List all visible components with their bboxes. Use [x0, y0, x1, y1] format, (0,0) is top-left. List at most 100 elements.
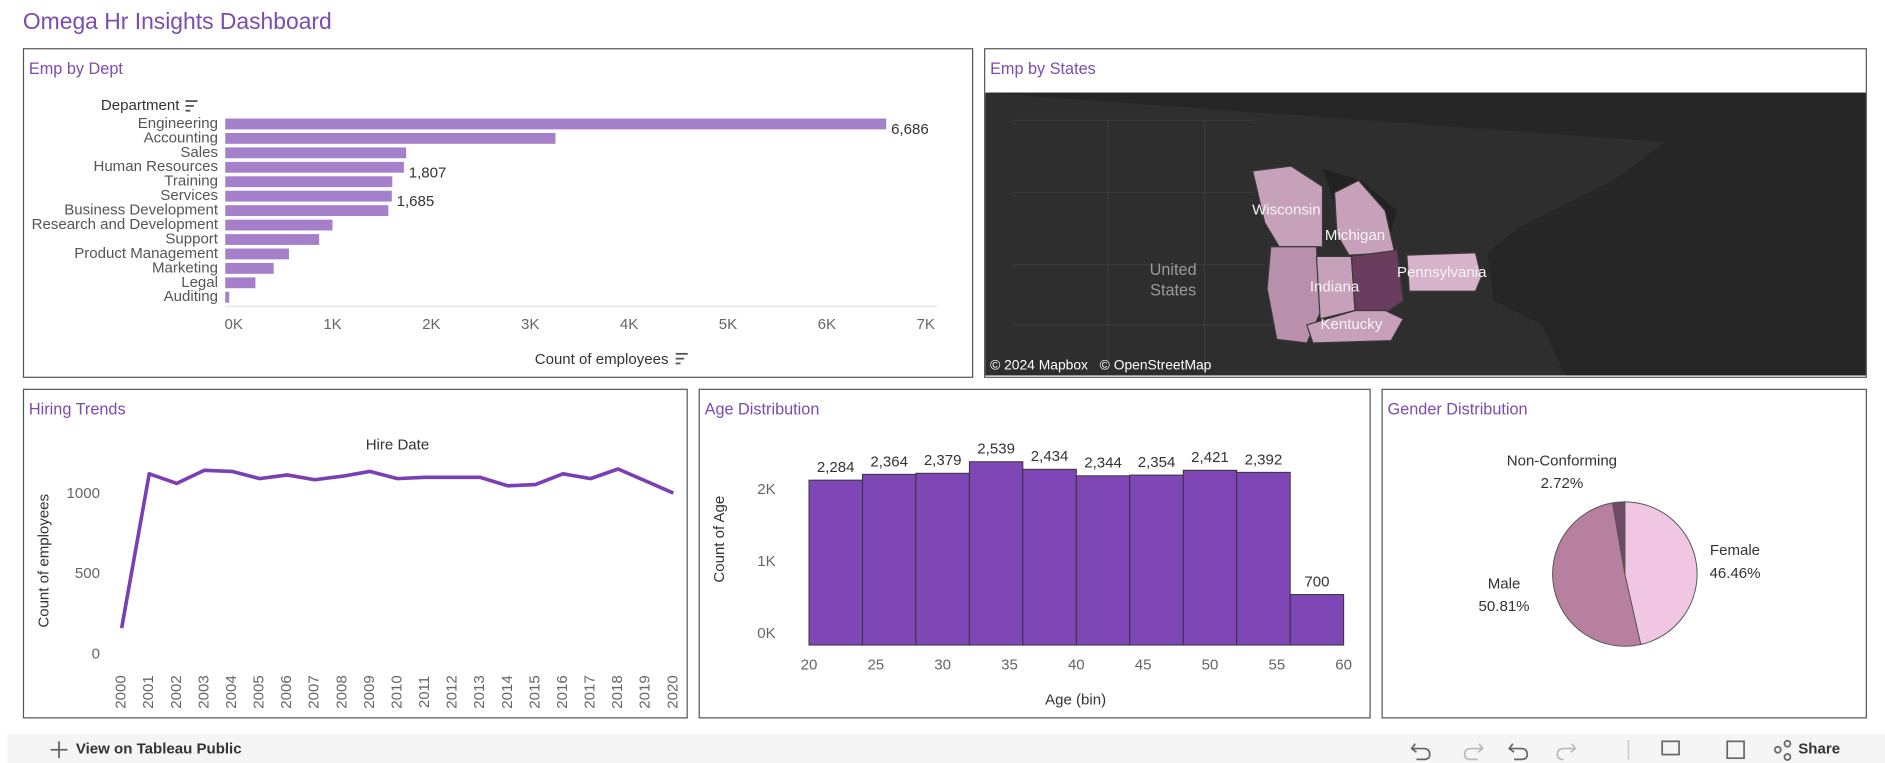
x-tick-label: 2004	[223, 675, 240, 708]
y-tick-label: 1K	[757, 553, 775, 570]
y-tick-label: Legal	[181, 274, 218, 291]
bar	[225, 161, 404, 173]
map-label: Wisconsin	[1252, 202, 1321, 219]
panel	[22, 388, 688, 719]
line	[119, 467, 675, 629]
bar	[1075, 475, 1131, 646]
state-pennsylvania	[1406, 252, 1483, 292]
x-axis-label: Count of employees	[535, 351, 669, 368]
x-tick-label: 2018	[609, 675, 626, 708]
x-tick-label: 30	[934, 656, 951, 673]
map-country-label: United	[1150, 261, 1197, 279]
data-label: 2,344	[1084, 455, 1122, 472]
pie-label: Female	[1710, 542, 1760, 559]
share-button[interactable]: Share	[1798, 741, 1840, 758]
map-region	[985, 92, 1866, 376]
y-axis-label: Count of employees	[36, 494, 53, 628]
bar	[225, 190, 392, 202]
x-tick-label: 2012	[444, 675, 461, 708]
bar	[225, 234, 320, 245]
bar	[225, 132, 556, 144]
map-label: Indiana	[1310, 279, 1360, 296]
x-tick-label: 35	[1001, 656, 1018, 673]
y-tick-label: 1000	[67, 485, 100, 502]
data-label: 2,434	[1031, 448, 1069, 465]
x-tick-label: 1K	[323, 316, 341, 333]
map-label: Michigan	[1325, 227, 1385, 244]
x-tick-label: 2010	[388, 675, 405, 708]
data-label: 1,685	[397, 193, 435, 210]
x-tick-label: 6K	[818, 316, 836, 333]
panel-title: Hiring Trends	[29, 401, 126, 419]
x-tick-label: 2000	[113, 675, 130, 708]
y-tick-label: Engineering	[138, 115, 218, 132]
x-tick-label: 45	[1135, 656, 1152, 673]
x-tick-label: 2009	[361, 675, 378, 708]
bar	[1182, 469, 1238, 646]
bar	[1022, 468, 1077, 646]
data-label: 2,364	[870, 453, 908, 470]
map-attribution[interactable]: © 2024 Mapbox	[990, 357, 1088, 373]
x-tick-label: 2007	[306, 675, 323, 708]
y-axis-label: Count of Age	[711, 496, 728, 583]
pie-value-label: 2.72%	[1541, 475, 1584, 492]
x-tick-label: 40	[1068, 656, 1085, 673]
pie-value-label: 50.81%	[1479, 598, 1530, 615]
bar	[225, 277, 256, 289]
x-tick-label: 20	[801, 656, 818, 673]
x-tick-label: 2017	[582, 675, 599, 708]
bar	[225, 176, 393, 188]
panel-title: Emp by States	[990, 60, 1096, 78]
map-country-label: States	[1150, 282, 1196, 300]
bar	[225, 262, 274, 274]
pie-value-label: 46.46%	[1709, 565, 1760, 582]
map-attribution[interactable]: © OpenStreetMap	[1100, 357, 1212, 373]
y-tick-label: Training	[164, 173, 218, 190]
bar	[225, 219, 333, 231]
x-tick-label: 2016	[554, 675, 571, 708]
panel-title: Gender Distribution	[1388, 401, 1528, 419]
sort-icon[interactable]	[675, 352, 688, 365]
panel	[22, 48, 974, 378]
x-tick-label: 3K	[521, 316, 539, 333]
dashboard-title: Omega Hr Insights Dashboard	[23, 8, 332, 34]
bar	[968, 461, 1024, 646]
data-label: 2,379	[924, 452, 962, 469]
x-tick-label: 5K	[719, 316, 737, 333]
x-tick-label: 7K	[917, 316, 935, 333]
sort-icon[interactable]	[185, 100, 198, 112]
bar	[808, 479, 863, 646]
tableau-icon[interactable]	[50, 741, 68, 759]
y-tick-label: Auditing	[164, 288, 218, 305]
x-tick-label: 0K	[224, 316, 242, 333]
bar	[861, 473, 917, 646]
x-tick-label: 2003	[195, 675, 212, 708]
panel	[698, 388, 1371, 719]
bar	[225, 118, 887, 130]
state-illinois	[1266, 246, 1321, 344]
pie-slice	[1552, 502, 1642, 647]
x-tick-label: 2005	[251, 675, 268, 708]
x-tick-label: 2006	[278, 675, 295, 708]
data-label: 2,539	[977, 441, 1015, 458]
bar	[1289, 594, 1345, 646]
x-tick-label: 50	[1202, 656, 1219, 673]
y-tick-label: Sales	[180, 144, 218, 161]
view-link[interactable]: View on Tableau Public	[76, 741, 242, 758]
panel	[1381, 388, 1867, 719]
x-tick-label: 2008	[333, 675, 350, 708]
bar	[225, 248, 290, 260]
y-tick-label: 0	[92, 645, 100, 662]
panel	[984, 48, 1867, 378]
data-label: 2,284	[817, 459, 855, 476]
panel-title: Age Distribution	[705, 401, 820, 419]
y-tick-label: Research and Development	[32, 216, 219, 233]
pie-label: Non-Conforming	[1507, 452, 1617, 469]
x-tick-label: 2011	[416, 676, 433, 708]
y-tick-label: Services	[160, 187, 218, 204]
x-axis-label: Hire Date	[366, 436, 430, 453]
x-tick-label: 55	[1268, 656, 1285, 673]
y-tick-label: 500	[75, 565, 100, 582]
pie-slice	[1624, 501, 1698, 646]
toolbar-icons[interactable]	[1410, 739, 1792, 761]
